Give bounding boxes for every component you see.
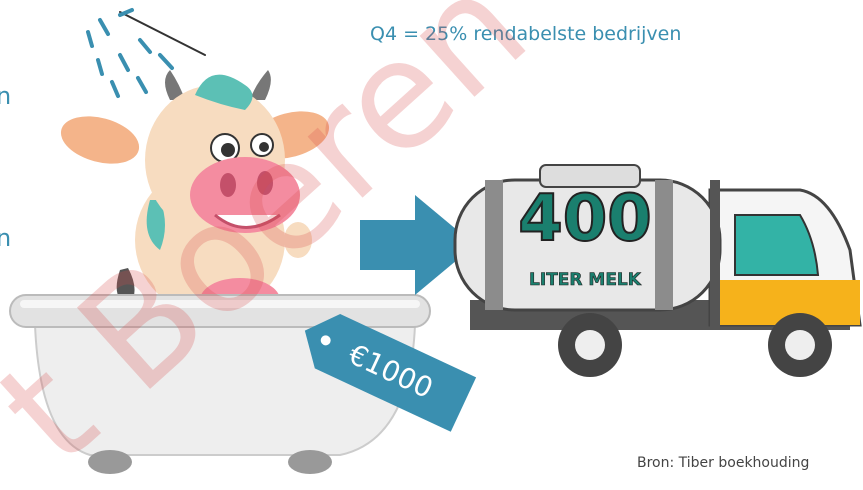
truck: 400 LITER MELK (455, 165, 860, 377)
shower (88, 10, 205, 96)
source: Bron: Tiber boekhouding (637, 455, 809, 471)
left-fragment: n (0, 224, 11, 252)
amount: 400 (518, 182, 652, 256)
page: n n Q4 = 25% rendabelste bedrijven (0, 0, 863, 490)
left-fragment: n (0, 82, 11, 110)
unit: LITER MELK (529, 270, 642, 290)
infographic: n n Q4 = 25% rendabelste bedrijven (0, 0, 863, 490)
